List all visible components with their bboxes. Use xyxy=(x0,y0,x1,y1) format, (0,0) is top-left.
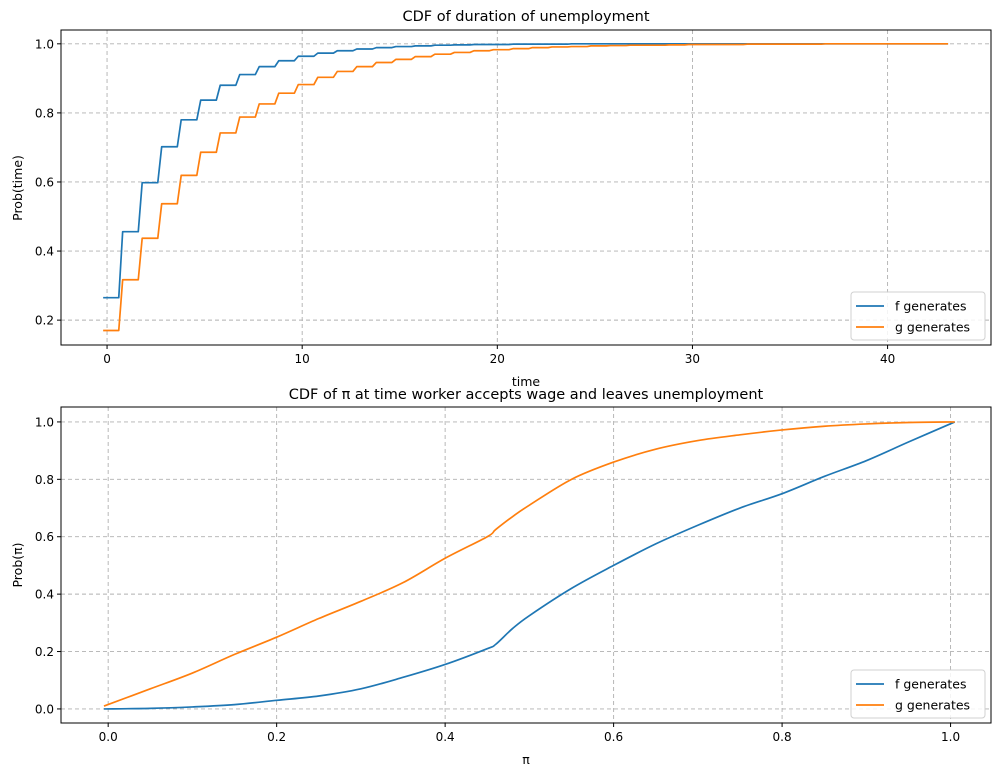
y-axis-label: Prob(time) xyxy=(10,155,25,221)
y-tick-label: 0.8 xyxy=(35,106,54,120)
y-tick-label: 0.0 xyxy=(35,702,54,716)
legend-label: f generates xyxy=(895,299,967,314)
x-tick-label: 40 xyxy=(880,352,895,366)
bottom-chart: CDF of π at time worker accepts wage and… xyxy=(10,387,992,767)
axes-frame xyxy=(60,406,992,724)
x-tick-label: 0.8 xyxy=(773,730,792,744)
legend-label: g generates xyxy=(895,698,970,713)
y-axis-label: Prob(π) xyxy=(10,542,25,587)
y-tick-label: 1.0 xyxy=(35,415,54,429)
x-tick-label: 0 xyxy=(103,352,111,366)
legend: f generates g generates xyxy=(850,669,986,719)
series-line-f xyxy=(103,42,949,299)
axes-frame xyxy=(60,29,992,346)
y-tick-label: 0.4 xyxy=(35,588,54,602)
legend-label: g generates xyxy=(895,320,970,335)
x-axis-label: time xyxy=(512,374,541,389)
x-tick-label: 30 xyxy=(685,352,700,366)
x-tick-label: 1.0 xyxy=(941,730,960,744)
y-tick-label: 0.4 xyxy=(35,245,54,259)
y-tick-label: 1.0 xyxy=(35,37,54,51)
series-line-g xyxy=(103,421,955,707)
x-tick-label: 10 xyxy=(295,352,310,366)
x-tick-label: 0.4 xyxy=(436,730,455,744)
legend: f generates g generates xyxy=(850,291,986,341)
legend-box xyxy=(850,291,986,341)
y-tick-label: 0.6 xyxy=(35,530,54,544)
x-tick-label: 0.0 xyxy=(99,730,118,744)
y-tick-label: 0.8 xyxy=(35,473,54,487)
legend-label: f generates xyxy=(895,677,967,692)
x-tick-label: 0.2 xyxy=(267,730,286,744)
top-chart: CDF of duration of unemployment time Pro… xyxy=(10,9,992,389)
chart-title: CDF of π at time worker accepts wage and… xyxy=(289,387,764,403)
chart-title: CDF of duration of unemployment xyxy=(402,9,649,25)
series-line-f xyxy=(103,421,956,710)
x-tick-label: 20 xyxy=(490,352,505,366)
y-tick-label: 0.2 xyxy=(35,645,54,659)
legend-box xyxy=(850,669,986,719)
x-axis-label: π xyxy=(522,752,530,767)
y-tick-label: 0.2 xyxy=(35,314,54,328)
x-tick-label: 0.6 xyxy=(604,730,623,744)
y-tick-label: 0.6 xyxy=(35,175,54,189)
series-line-g xyxy=(103,42,949,332)
